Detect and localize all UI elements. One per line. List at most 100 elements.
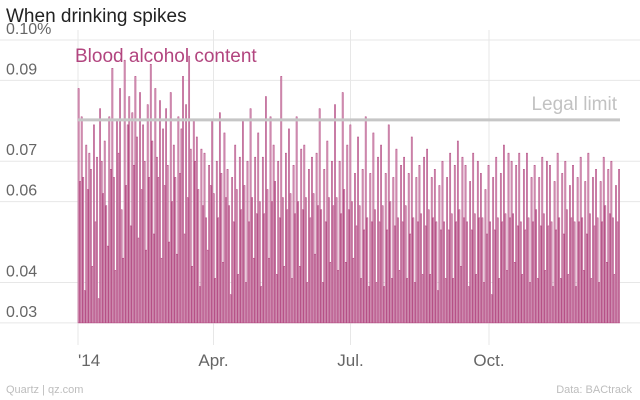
bac-bar: [552, 286, 554, 324]
bac-bar: [386, 229, 389, 324]
bac-bar: [246, 160, 249, 324]
bac-bar: [146, 104, 149, 324]
bac-bar: [526, 152, 528, 324]
bac-bar: [607, 169, 610, 324]
bac-bar: [556, 152, 559, 324]
bac-bar: [249, 108, 252, 324]
bac-bar: [208, 165, 210, 324]
bac-bar: [143, 160, 146, 324]
bac-bar: [114, 270, 117, 324]
bac-bar: [136, 136, 138, 324]
bac-bar: [149, 63, 152, 324]
y-tick-label: 0.09: [6, 61, 37, 78]
y-tick-label: 0.07: [6, 142, 37, 159]
bac-bar: [334, 104, 336, 324]
bac-bar: [575, 286, 577, 324]
bac-bar: [120, 209, 123, 324]
bac-bar: [489, 221, 491, 324]
bac-bar: [324, 221, 327, 324]
bac-bar: [157, 177, 160, 324]
bac-bar: [94, 221, 97, 324]
bac-bar: [314, 253, 316, 324]
bac-bar: [288, 128, 290, 324]
bac-bar: [185, 104, 187, 324]
bac-bar: [169, 92, 172, 324]
bac-bar: [215, 160, 218, 324]
bac-bar: [461, 156, 464, 324]
bac-bar: [432, 217, 435, 324]
bac-bar: [165, 108, 167, 324]
bac-bar: [106, 245, 109, 324]
bac-bar: [97, 298, 100, 324]
bac-bar: [595, 169, 597, 324]
bac-bar: [354, 173, 356, 324]
bac-bar: [82, 177, 85, 324]
bac-bar: [357, 136, 359, 324]
bac-bar: [495, 156, 498, 324]
footer-source-right: Data: BACtrack: [556, 384, 632, 396]
bac-bar: [108, 116, 111, 324]
bac-bar: [529, 282, 531, 324]
bac-bar: [131, 112, 134, 324]
bac-bar: [123, 59, 126, 324]
bac-bar: [381, 205, 384, 324]
bac-bar: [360, 278, 362, 324]
bac-bar: [433, 169, 436, 324]
bac-bar: [352, 257, 355, 324]
bac-bar: [582, 270, 585, 324]
bac-bar: [222, 262, 224, 324]
bac-bar: [397, 217, 399, 324]
bac-bar: [163, 185, 166, 324]
bac-bar: [383, 286, 386, 324]
bac-bar: [358, 205, 361, 324]
bac-bar: [522, 169, 525, 324]
bac-bar: [363, 229, 366, 324]
bac-bar: [549, 165, 551, 324]
bac-bar: [565, 209, 568, 324]
chart-title: When drinking spikes: [6, 6, 187, 27]
bac-bar: [610, 160, 613, 324]
bac-bar: [513, 262, 516, 324]
bac-bar: [410, 136, 413, 324]
bac-bar: [403, 156, 405, 324]
series-label: Blood alcohol content: [75, 46, 257, 67]
bac-bar: [601, 221, 604, 324]
bac-bar: [578, 221, 581, 324]
bac-bar: [366, 217, 369, 324]
bac-bar: [438, 185, 441, 324]
bac-bar: [480, 173, 482, 324]
y-tick-label: 0.04: [6, 263, 37, 280]
bac-bar: [297, 201, 300, 324]
bac-bar: [377, 156, 379, 324]
bac-bar: [274, 181, 276, 324]
bac-bar: [400, 165, 402, 324]
bac-bar: [447, 229, 450, 324]
bac-bar: [395, 148, 398, 324]
bac-bar: [407, 173, 410, 324]
bac-bar: [349, 124, 352, 324]
bac-bar: [464, 165, 467, 324]
bac-bar: [483, 282, 485, 324]
bac-bar: [91, 266, 94, 324]
bac-bar: [312, 193, 315, 324]
bac-bar: [300, 148, 303, 324]
bac-bar: [572, 165, 574, 324]
bac-bar: [559, 278, 562, 324]
bac-bar: [229, 294, 232, 324]
bac-bar: [128, 96, 131, 324]
bac-bar: [463, 217, 465, 324]
bac-bar: [152, 233, 155, 324]
bac-bar: [159, 100, 161, 324]
bac-bar: [323, 169, 326, 324]
bac-bar: [490, 294, 493, 324]
bac-bar: [338, 160, 341, 324]
bac-bar: [257, 132, 260, 324]
bac-bar: [79, 181, 82, 324]
bac-bar: [458, 209, 461, 324]
bac-bar: [145, 249, 148, 324]
bac-bar: [567, 274, 570, 324]
bac-bar: [113, 177, 115, 324]
bac-bar: [516, 225, 519, 324]
bac-bar: [329, 262, 332, 324]
